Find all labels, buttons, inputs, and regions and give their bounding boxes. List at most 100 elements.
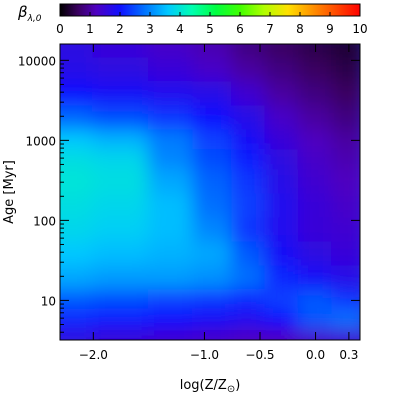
heatmap-cell (297, 191, 334, 218)
heatmap-cell (92, 55, 150, 82)
x-tick-label: 0.3 (339, 348, 358, 362)
heatmap-cell (147, 327, 195, 340)
heatmap-cell (297, 287, 334, 310)
plot-area (60, 44, 360, 340)
heatmap-cell (264, 327, 300, 340)
heatmap-cell (92, 287, 150, 310)
heatmap-cell (231, 263, 267, 290)
heatmap-cell (231, 127, 267, 150)
heatmap-cell (192, 167, 234, 194)
heatmap-cell (297, 215, 334, 242)
x-tick-label: −0.5 (245, 348, 274, 362)
heatmap-cell (264, 307, 300, 330)
heatmap-cell (331, 191, 360, 218)
heatmap-cell (331, 327, 360, 340)
heatmap-cell (192, 79, 234, 106)
heatmap-cell (331, 215, 360, 242)
heatmap-cell (60, 263, 95, 290)
heatmap-cells (60, 44, 360, 340)
heatmap-cell (331, 263, 360, 290)
heatmap-cell (297, 307, 334, 330)
heatmap-cell (331, 55, 360, 82)
x-axis-label: log(Z/Z⊙) (180, 378, 241, 395)
heatmap-cell (331, 147, 360, 170)
heatmap-cell (297, 167, 334, 194)
heatmap-cell (231, 55, 267, 82)
heatmap-cell (60, 167, 95, 194)
colorbar-ticks: 0 1 2 3 4 5 6 7 8 9 10 (56, 12, 368, 36)
heatmap-cell (60, 147, 95, 170)
heatmap-cell (92, 103, 150, 130)
heatmap-cell (231, 287, 267, 310)
heatmap-cell (331, 103, 360, 130)
heatmap-cell (60, 191, 95, 218)
heatmap-cell (264, 215, 300, 242)
heatmap-cell (147, 44, 195, 58)
heatmap-cell (92, 44, 150, 58)
heatmap-cell (264, 147, 300, 170)
heatmap-cell (192, 327, 234, 340)
heatmap-cell (231, 103, 267, 130)
heatmap-cell (264, 191, 300, 218)
heatmap-cell (192, 215, 234, 242)
heatmap-cell (331, 127, 360, 150)
x-tick-label: −2.0 (79, 348, 108, 362)
heatmap-cell (231, 147, 267, 170)
heatmap-cell (192, 239, 234, 266)
colorbar-tick-label: 7 (266, 22, 274, 36)
heatmap-cell (60, 287, 95, 310)
heatmap-cell (297, 263, 334, 290)
heatmap-cell (60, 215, 95, 242)
heatmap-cell (192, 307, 234, 330)
y-tick-label: 10 (41, 294, 56, 308)
heatmap-cell (147, 79, 195, 106)
heatmap-cell (60, 79, 95, 106)
heatmap-cell (60, 55, 95, 82)
colorbar-tick-label: 1 (86, 22, 94, 36)
heatmap-cell (192, 263, 234, 290)
heatmap-cell (297, 127, 334, 150)
colorbar-tick-label: 3 (146, 22, 154, 36)
heatmap-cell (331, 307, 360, 330)
heatmap-cell (264, 79, 300, 106)
heatmap-cell (92, 127, 150, 150)
heatmap-cell (231, 307, 267, 330)
colorbar-tick-label: 6 (236, 22, 244, 36)
heatmap-cell (331, 44, 360, 58)
heatmap-cell (147, 127, 195, 150)
heatmap-cell (147, 239, 195, 266)
heatmap-cell (60, 103, 95, 130)
y-axis-label: Age [Myr] (2, 160, 17, 224)
x-tick-label: −1.0 (190, 348, 219, 362)
colorbar-tick-label: 2 (116, 22, 124, 36)
heatmap-cell (147, 167, 195, 194)
colorbar-tick-label: 9 (326, 22, 334, 36)
colorbar-tick-label: 8 (296, 22, 304, 36)
heatmap-cell (192, 103, 234, 130)
heatmap-cell (192, 147, 234, 170)
heatmap-cell (264, 263, 300, 290)
y-tick-label: 10000 (18, 54, 56, 68)
heatmap-cell (297, 147, 334, 170)
colorbar-tick-label: 5 (206, 22, 214, 36)
heatmap-cell (60, 327, 95, 340)
heatmap-cell (231, 239, 267, 266)
plot-frame (59, 43, 361, 341)
heatmap-cell (60, 307, 95, 330)
colorbar-tick-label: 10 (352, 22, 367, 36)
heatmap-cell (92, 167, 150, 194)
heatmap-cell (60, 239, 95, 266)
heatmap-cell (147, 103, 195, 130)
heatmap-cell (231, 79, 267, 106)
heatmap-cell (92, 307, 150, 330)
heatmap-cell (264, 287, 300, 310)
heatmap-cell (92, 147, 150, 170)
heatmap-cell (92, 191, 150, 218)
heatmap-cell (231, 44, 267, 58)
heatmap-cell (147, 55, 195, 82)
heatmap-cell (297, 55, 334, 82)
heatmap-cell (264, 44, 300, 58)
heatmap-cell (92, 263, 150, 290)
heatmap-cell (231, 167, 267, 194)
